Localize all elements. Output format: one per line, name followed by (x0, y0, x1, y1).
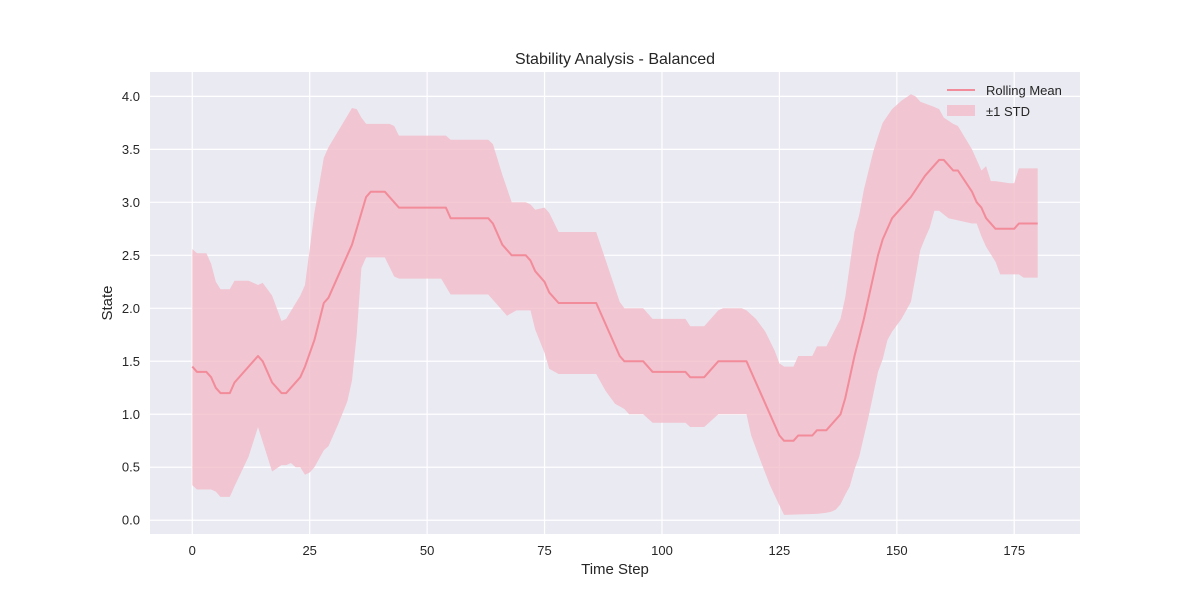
legend: Rolling Mean ±1 STD (947, 83, 1062, 119)
x-axis-label: Time Step (581, 561, 649, 578)
rolling-mean-line (191, 158, 1038, 442)
y-tick-label: 2.0 (122, 301, 140, 316)
legend-label-rolling-mean: Rolling Mean (986, 83, 1062, 98)
x-tick-label: 125 (769, 543, 791, 558)
legend-label-std: ±1 STD (986, 104, 1030, 119)
x-tick-label: 75 (537, 543, 551, 558)
std-band-area (192, 94, 1038, 515)
y-tick-label: 4.0 (122, 89, 140, 104)
y-axis-ticks: 0.0 0.5 1.0 1.5 2.0 2.5 3.0 3.5 4.0 (122, 89, 140, 528)
y-axis-label: State (99, 285, 116, 320)
y-tick-label: 1.0 (122, 407, 140, 422)
x-tick-label: 100 (651, 543, 673, 558)
chart-title: Stability Analysis - Balanced (515, 51, 715, 68)
y-tick-label: 3.5 (122, 142, 140, 157)
legend-band-swatch (947, 105, 975, 116)
x-tick-label: 0 (189, 543, 196, 558)
x-axis-ticks: 0 25 50 75 100 125 150 175 (189, 543, 1025, 558)
x-tick-label: 50 (420, 543, 434, 558)
y-tick-label: 1.5 (122, 354, 140, 369)
y-tick-label: 0.5 (122, 460, 140, 475)
x-tick-label: 25 (302, 543, 316, 558)
x-tick-label: 150 (886, 543, 908, 558)
x-tick-label: 175 (1003, 543, 1025, 558)
y-tick-label: 2.5 (122, 248, 140, 263)
y-tick-label: 3.0 (122, 195, 140, 210)
y-tick-label: 0.0 (122, 513, 140, 528)
